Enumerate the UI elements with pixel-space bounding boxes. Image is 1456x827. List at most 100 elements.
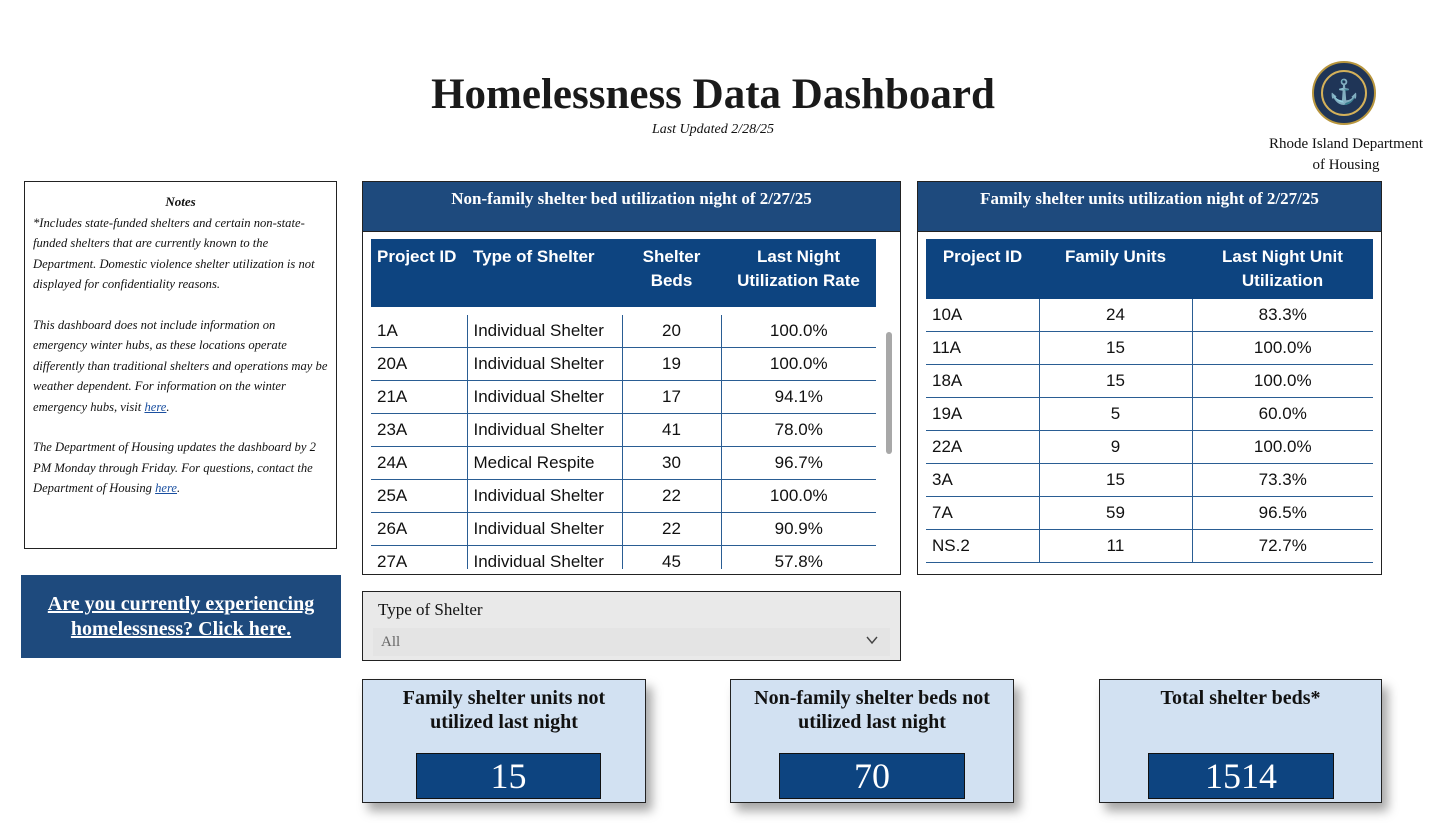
- homelessness-help-button[interactable]: Are you currently experiencing homelessn…: [21, 575, 341, 658]
- table-cell: 10A: [926, 299, 1040, 332]
- shelter-type-filter: Type of Shelter All: [362, 591, 901, 661]
- family-table-viewport[interactable]: Project ID Family Units Last Night Unit …: [926, 239, 1373, 563]
- notes-title: Notes: [165, 194, 196, 209]
- table-cell: 57.8%: [721, 545, 876, 569]
- table-cell: Individual Shelter: [467, 479, 623, 513]
- help-button-line1: Are you currently experiencing: [47, 592, 315, 615]
- table-cell: 100.0%: [1192, 430, 1373, 464]
- table-cell: 19: [622, 347, 722, 381]
- table-cell: 24: [1039, 299, 1193, 332]
- table-row[interactable]: 19A 5 60.0%: [926, 397, 1373, 431]
- table-cell: 20: [622, 315, 722, 348]
- table-cell: Individual Shelter: [467, 545, 623, 569]
- department-seal-logo: ⚓: [1312, 61, 1376, 125]
- table-cell: 94.1%: [721, 380, 876, 414]
- column-header[interactable]: Family Units: [1039, 239, 1192, 299]
- table-cell: 3A: [926, 463, 1040, 497]
- notes-paragraph-3-text: The Department of Housing updates the da…: [33, 440, 316, 495]
- table-cell: 22A: [926, 430, 1040, 464]
- kpi-title: Family shelter units not utilized last n…: [402, 687, 606, 733]
- winter-hubs-link[interactable]: here: [144, 399, 167, 414]
- table-cell: 27A: [371, 545, 468, 569]
- column-header[interactable]: Shelter Beds: [622, 239, 721, 307]
- kpi-value: 1514: [1148, 753, 1334, 799]
- table-cell: 15: [1039, 331, 1193, 365]
- table-cell: 19A: [926, 397, 1040, 431]
- total-shelter-beds-card: Total shelter beds* 1514: [1099, 679, 1382, 803]
- table-row[interactable]: 20A Individual Shelter 19 100.0%: [371, 347, 876, 381]
- notes-paragraph-2-text: This dashboard does not include informat…: [33, 317, 328, 414]
- table-row[interactable]: 25A Individual Shelter 22 100.0%: [371, 479, 876, 513]
- table-cell: Individual Shelter: [467, 512, 623, 546]
- table-cell: 96.7%: [721, 446, 876, 480]
- table-cell: 21A: [371, 380, 468, 414]
- notes-paragraph-1: *Includes state-funded shelters and cert…: [33, 215, 315, 292]
- kpi-title: Total shelter beds*: [1160, 687, 1321, 709]
- help-button-line2: homelessness? Click here.: [70, 617, 292, 640]
- table-cell: 45: [622, 545, 722, 569]
- last-updated-text: Last Updated 2/28/25: [651, 122, 775, 137]
- nonfamily-table-body: 1A Individual Shelter 20 100.0% 20A Individua…: [371, 315, 876, 569]
- contact-link[interactable]: here: [155, 481, 178, 495]
- table-row[interactable]: 22A 9 100.0%: [926, 430, 1373, 464]
- table-cell: Individual Shelter: [467, 347, 623, 381]
- table-cell: 100.0%: [721, 479, 876, 513]
- table-row[interactable]: 10A 24 83.3%: [926, 299, 1373, 332]
- table-row[interactable]: 23A Individual Shelter 41 78.0%: [371, 413, 876, 447]
- notes-period: .: [177, 481, 181, 495]
- nonfamily-panel-title: Non-family shelter bed utilization night…: [363, 182, 900, 232]
- table-cell: 100.0%: [1192, 331, 1373, 365]
- table-cell: 1A: [371, 315, 468, 348]
- column-header[interactable]: Project ID: [371, 239, 467, 307]
- column-header[interactable]: Last Night Unit Utilization: [1192, 239, 1373, 299]
- kpi-title: Non-family shelter beds not utilized las…: [754, 687, 990, 733]
- table-cell: 15: [1039, 463, 1193, 497]
- table-cell: 22: [622, 512, 722, 546]
- table-cell: 17: [622, 380, 722, 414]
- table-row[interactable]: 26A Individual Shelter 22 90.9%: [371, 512, 876, 546]
- table-cell: 18A: [926, 364, 1040, 398]
- table-row[interactable]: 11A 15 100.0%: [926, 331, 1373, 365]
- table-row[interactable]: 18A 15 100.0%: [926, 364, 1373, 398]
- notes-period: .: [166, 399, 170, 414]
- shelter-type-dropdown[interactable]: All: [373, 628, 890, 656]
- notes-paragraph-2: This dashboard does not include informat…: [33, 315, 328, 418]
- kpi-value: 70: [779, 753, 965, 799]
- table-cell: 26A: [371, 512, 468, 546]
- table-row[interactable]: 1A Individual Shelter 20 100.0%: [371, 315, 876, 348]
- table-row[interactable]: 7A 59 96.5%: [926, 496, 1373, 530]
- table-cell: 22: [622, 479, 722, 513]
- table-cell: 78.0%: [721, 413, 876, 447]
- table-cell: 11A: [926, 331, 1040, 365]
- table-cell: 25A: [371, 479, 468, 513]
- table-cell: Individual Shelter: [467, 380, 623, 414]
- table-cell: 15: [1039, 364, 1193, 398]
- table-cell: 73.3%: [1192, 463, 1373, 497]
- table-cell: Individual Shelter: [467, 413, 623, 447]
- page-title: Homelessness Data Dashboard: [431, 71, 995, 118]
- family-unused-units-card: Family shelter units not utilized last n…: [362, 679, 646, 803]
- table-row[interactable]: 3A 15 73.3%: [926, 463, 1373, 497]
- table-cell: 100.0%: [721, 347, 876, 381]
- nonfamily-table-header: Project ID Type of Shelter Shelter Beds …: [371, 239, 876, 307]
- table-row[interactable]: 21A Individual Shelter 17 94.1%: [371, 380, 876, 414]
- table-cell: 83.3%: [1192, 299, 1373, 332]
- table-cell: Medical Respite: [467, 446, 623, 480]
- table-cell: 96.5%: [1192, 496, 1373, 530]
- table-cell: 100.0%: [721, 315, 876, 348]
- table-row[interactable]: NS.2 11 72.7%: [926, 529, 1373, 563]
- department-name: Rhode Island Department of Housing: [1262, 134, 1430, 176]
- column-header[interactable]: Last Night Utilization Rate: [721, 239, 876, 307]
- table-cell: 23A: [371, 413, 468, 447]
- table-cell: 72.7%: [1192, 529, 1373, 563]
- family-table: Project ID Family Units Last Night Unit …: [926, 239, 1373, 563]
- nonfamily-table-scrollbar[interactable]: [886, 332, 892, 454]
- column-header[interactable]: Project ID: [926, 239, 1039, 299]
- anchor-icon: ⚓: [1321, 70, 1367, 116]
- dropdown-value: All: [381, 634, 401, 650]
- table-row[interactable]: 27A Individual Shelter 45 57.8%: [371, 545, 876, 569]
- nonfamily-unused-beds-card: Non-family shelter beds not utilized las…: [730, 679, 1014, 803]
- nonfamily-table-viewport[interactable]: Project ID Type of Shelter Shelter Beds …: [371, 239, 876, 569]
- table-row[interactable]: 24A Medical Respite 30 96.7%: [371, 446, 876, 480]
- column-header[interactable]: Type of Shelter: [467, 239, 622, 307]
